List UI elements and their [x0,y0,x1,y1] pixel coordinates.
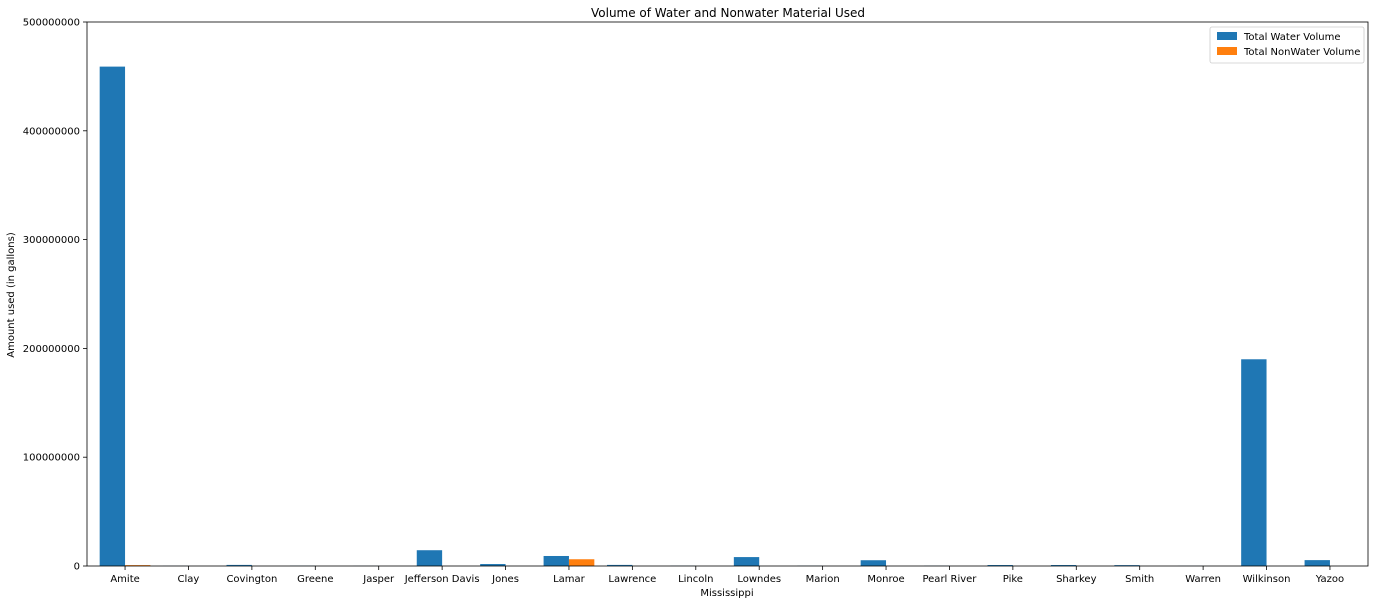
x-tick-label: Jones [491,574,519,585]
bar-water-pike [987,565,1013,566]
legend-label-water: Total Water Volume [1243,32,1340,43]
x-tick-label: Yazoo [1315,574,1344,585]
x-tick-label: Sharkey [1056,574,1097,585]
bar-water-sharkey [1050,565,1077,566]
y-tick-label: 0 [74,562,80,573]
x-axis-label: Mississippi [700,588,753,599]
bar-water-lawrence [607,564,633,566]
y-tick-label: 500000000 [23,18,80,29]
bars-group [99,66,1330,567]
bar-nonwater-lamar [568,559,595,566]
legend: Total Water Volume Total NonWater Volume [1209,26,1365,64]
x-tick-label: Warren [1185,574,1221,585]
bar-water-lamar [543,555,569,566]
legend-label-nonwater: Total NonWater Volume [1243,47,1360,58]
x-tick-label: Pike [1003,574,1023,585]
legend-swatch-nonwater [1217,47,1237,55]
bar-water-covington [226,564,252,566]
x-tick-label: Greene [297,574,333,585]
y-axis-ticks: 0 100000000 200000000 300000000 400000000 500… [23,18,87,573]
x-tick-label: Clay [178,574,200,585]
y-tick-label: 300000000 [23,235,80,246]
y-tick-label: 200000000 [23,344,80,355]
bar-water-lowndes [733,557,760,566]
bar-water-jefferson-davis [416,550,443,566]
x-tick-label: Smith [1125,574,1154,585]
x-tick-label: Pearl River [922,574,977,585]
bar-water-yazoo [1304,560,1330,566]
y-axis-label: Amount used (in gallons) [6,232,17,358]
chart-title: Volume of Water and Nonwater Material Us… [591,6,865,20]
bar-water-jones [480,564,506,566]
x-tick-label: Jefferson Davis [404,574,480,585]
legend-swatch-water [1217,32,1237,40]
bar-water-smith [1114,565,1140,566]
x-tick-label: Lawrence [608,574,656,585]
legend-box [1209,26,1365,64]
x-tick-label: Marion [806,574,840,585]
x-tick-label: Lamar [553,574,586,585]
x-tick-label: Lincoln [678,574,713,585]
y-tick-label: 100000000 [23,453,80,464]
x-axis-ticks: Amite Clay Covington Greene Jasper Jefferson … [110,566,1344,585]
y-tick-label: 400000000 [23,126,80,137]
x-tick-label: Covington [226,574,277,585]
x-tick-label: Jasper [362,574,395,585]
x-tick-label: Lowndes [737,574,781,585]
bar-water-monroe [860,560,887,566]
x-tick-label: Wilkinson [1243,574,1291,585]
axes-frame [86,21,1369,567]
bar-water-amite [99,66,126,567]
bar-water-wilkinson [1241,359,1267,566]
x-tick-label: Amite [110,574,139,585]
x-tick-label: Monroe [867,574,904,585]
bar-nonwater-amite [125,565,151,566]
